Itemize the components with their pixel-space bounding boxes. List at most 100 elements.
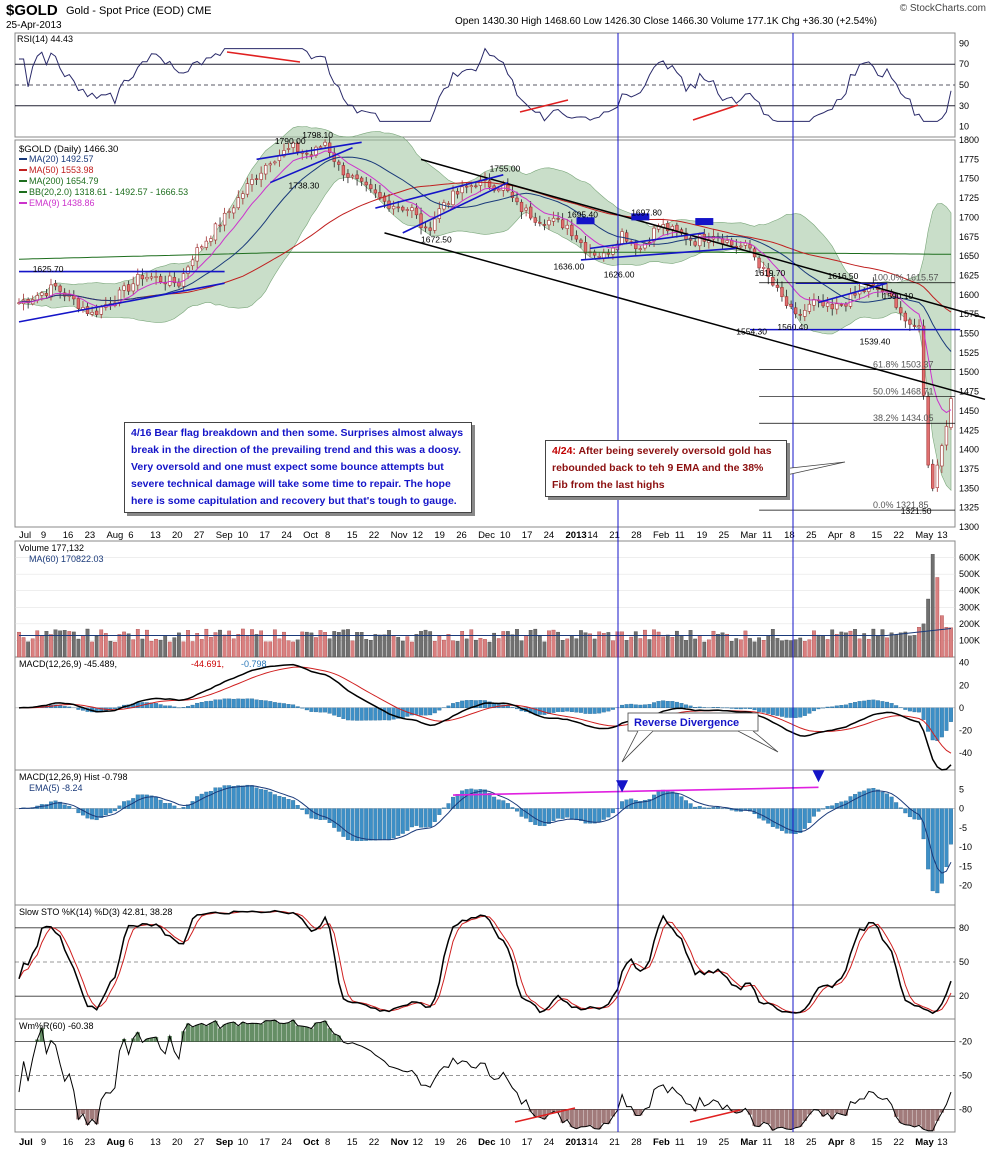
x-tick-label: Dec: [478, 530, 495, 541]
wr-divergence-line: [689, 1109, 741, 1123]
candle-body: [839, 304, 844, 306]
macd-hist-bar: [647, 704, 652, 709]
x-tick-label: 26: [456, 530, 467, 541]
trendline-annotation: [589, 232, 705, 250]
candle-body: [519, 201, 524, 212]
hist-bar: [597, 808, 602, 823]
hist-bar: [67, 805, 72, 809]
candle-body: [401, 206, 405, 211]
volume-bar: [190, 641, 195, 658]
macd-hist-bar: [158, 704, 163, 709]
volume-bar: [382, 634, 387, 658]
macd-hist-bar: [665, 701, 670, 709]
divergence-arrow: [616, 780, 629, 793]
candle-body: [286, 148, 291, 150]
volume-bar: [30, 638, 35, 658]
x-tick-label-bottom: 19: [434, 1137, 445, 1148]
macd-hist-bar: [912, 707, 917, 713]
macd-hist-bar: [656, 701, 661, 708]
hist-bar: [172, 805, 177, 809]
panel-frame-price: [14, 139, 956, 528]
x-tick-label: 15: [872, 530, 883, 541]
price-tick: 1450: [959, 406, 979, 416]
trendline-annotation: [18, 282, 225, 323]
x-tick-label-bottom: 16: [63, 1137, 74, 1148]
x-tick-label-bottom: 17: [259, 1137, 270, 1148]
macd-hist-bar: [583, 707, 588, 714]
macd-hist-bar: [263, 700, 268, 709]
volume-bar: [332, 631, 337, 658]
macd-hist-bar: [839, 705, 844, 709]
hist-bar: [487, 792, 492, 809]
candle-body: [126, 284, 131, 292]
volume-bar: [464, 638, 469, 658]
macd-hist-bar: [473, 700, 478, 708]
hist-bar: [263, 789, 268, 809]
trendline-annotation: [580, 247, 737, 261]
macd-hist-bar: [816, 707, 821, 710]
sto-tick: 20: [959, 991, 969, 1001]
macd-legend: MACD(12,26,9) -45.489,: [19, 659, 117, 669]
price-level-label: 1590.10: [882, 291, 913, 301]
volume-tick: 300K: [959, 602, 980, 612]
hist-bar: [478, 789, 483, 809]
x-tick-label: 23: [85, 530, 96, 541]
x-tick-label-bottom: 15: [347, 1137, 358, 1148]
price-legend-item: MA(200) 1654.79: [29, 176, 99, 186]
trendline-annotation: [818, 282, 888, 304]
trendline-annotation: [375, 174, 504, 209]
volume-bar: [574, 638, 579, 658]
hist-bar: [821, 808, 826, 810]
macd-hist-bar: [268, 701, 273, 708]
candle-body: [423, 226, 428, 229]
macd-hist-bar: [784, 707, 789, 718]
candle-body: [775, 284, 780, 288]
price-tick: 1775: [959, 154, 979, 164]
rsi-line: [19, 47, 952, 122]
macd-hist-bar: [661, 700, 666, 708]
volume-bar: [391, 635, 396, 658]
macd-hist-bar: [606, 707, 611, 712]
hist-bar: [702, 807, 707, 809]
volume-bar: [830, 629, 835, 658]
macd-tick: 20: [959, 680, 969, 690]
volume-bar: [492, 632, 497, 658]
hist-bar: [414, 808, 419, 826]
fib-label: 0.0% 1321.85: [873, 500, 929, 510]
candle-body: [218, 224, 222, 227]
volume-bar: [693, 638, 698, 658]
candle-body: [529, 206, 533, 219]
hist-bar: [807, 808, 812, 823]
x-tick-label-bottom: Dec: [478, 1137, 495, 1148]
hist-bar: [400, 808, 405, 834]
volume-bar: [218, 629, 222, 658]
price-tick: 1725: [959, 193, 979, 203]
x-tick-label: 11: [675, 530, 685, 541]
hist-bar: [112, 808, 117, 812]
candle-body: [807, 303, 812, 312]
volume-bar: [67, 631, 72, 658]
candle-body: [437, 208, 441, 219]
candle-body: [76, 298, 81, 309]
volume-bar: [652, 629, 656, 658]
candle-body: [391, 206, 396, 210]
macd-hist-bar: [743, 707, 748, 709]
hist-bar: [665, 791, 670, 809]
x-tick-label: 12: [412, 530, 423, 541]
volume-bar: [743, 630, 748, 658]
candle-body: [314, 146, 318, 156]
macd-line: [18, 663, 952, 771]
rebound-text: After being severely oversold gold has r…: [552, 445, 772, 491]
macd-hist-bar: [359, 707, 364, 721]
candle-body: [506, 184, 510, 192]
candle-body: [583, 242, 588, 254]
macd-hist-bar: [446, 705, 451, 709]
candle-body: [908, 319, 912, 325]
candle-body: [364, 181, 368, 186]
symbol-title: $GOLD: [6, 2, 58, 19]
price-tick: 1475: [959, 387, 979, 397]
volume-bar: [688, 630, 693, 658]
description: Gold - Spot Price (EOD): [66, 5, 184, 17]
volume-bar: [103, 633, 108, 658]
candle-body: [921, 325, 926, 396]
